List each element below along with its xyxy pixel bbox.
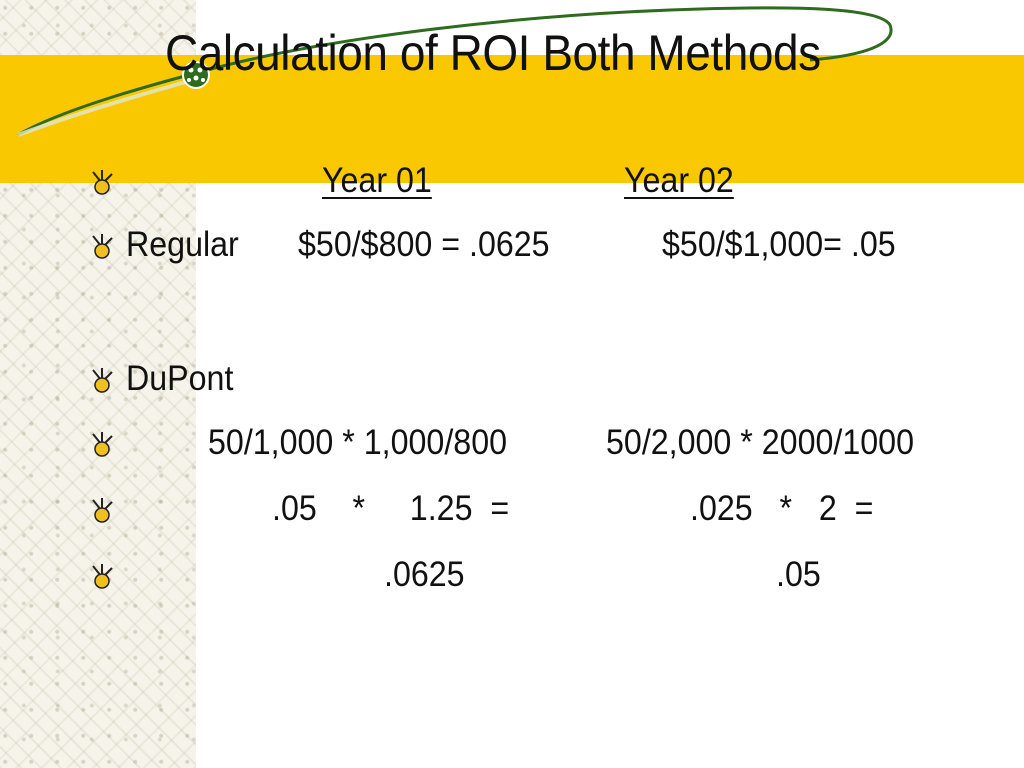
regular-label: Regular	[126, 225, 239, 264]
spark-bullet-icon	[92, 432, 113, 457]
dupont-formula-year-02: 50/2,000 * 2000/1000	[606, 423, 914, 462]
dupont-factors-year-02: .025 * 2 =	[690, 489, 874, 528]
dupont-label: DuPont	[126, 359, 234, 398]
spark-bullet-icon	[92, 368, 113, 393]
regular-year-01: $50/$800 = .0625	[298, 225, 550, 264]
dupont-factors-year-01: .05 * 1.25 =	[272, 489, 510, 528]
year-01-header: Year 01	[322, 161, 432, 200]
title-band	[0, 55, 1024, 183]
spark-bullet-icon	[92, 234, 113, 259]
dupont-result-year-02: .05	[776, 555, 821, 594]
dupont-formula-year-01: 50/1,000 * 1,000/800	[208, 423, 508, 462]
spark-bullet-icon	[92, 498, 113, 523]
year-02-header: Year 02	[624, 161, 734, 200]
spark-bullet-icon	[92, 170, 113, 195]
dupont-result-year-01: .0625	[384, 555, 465, 594]
swoosh-decoration	[17, 6, 893, 137]
slide-title: Calculation of ROI Both Methods	[165, 25, 821, 81]
regular-year-02: $50/$1,000= .05	[662, 225, 896, 264]
spark-bullet-icon	[92, 564, 113, 589]
